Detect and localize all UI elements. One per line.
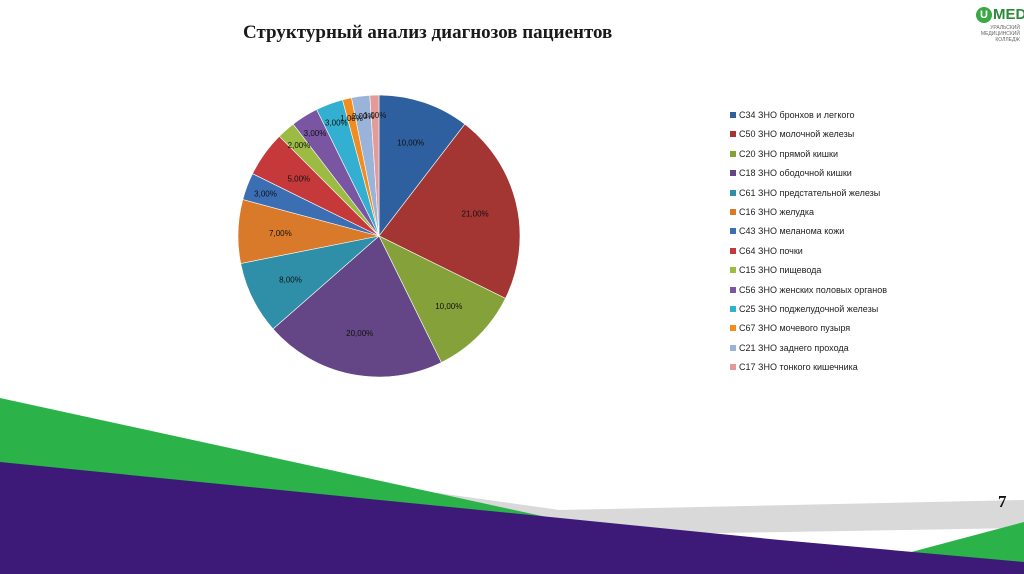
legend-label: C20 ЗНО прямой кишки: [739, 148, 838, 159]
pie-data-label: 3,00%: [304, 129, 327, 138]
pie-data-label: 3,00%: [325, 119, 348, 128]
pie-data-label: 10,00%: [397, 139, 424, 148]
logo-text: MED: [993, 6, 1024, 23]
pie-data-label: 2,00%: [352, 112, 375, 121]
chart-legend: C34 ЗНО бронхов и легкого C50 ЗНО молочно…: [730, 108, 887, 379]
pie-data-label: 3,00%: [254, 189, 277, 198]
legend-item: C25 ЗНО поджелудочной железы: [730, 302, 887, 321]
legend-label: C25 ЗНО поджелудочной железы: [739, 303, 879, 314]
gray-band: [0, 432, 1024, 535]
pie-data-label: 1,00%: [340, 114, 363, 123]
pie-slice: [369, 94, 380, 237]
legend-item: C67 ЗНО мочевого пузыря: [730, 321, 887, 340]
legend-swatch: [730, 131, 736, 138]
legend-swatch: [730, 286, 736, 293]
legend-item: C56 ЗНО женских половых органов: [730, 283, 887, 302]
legend-swatch: [730, 305, 736, 312]
legend-item: C21 ЗНО заднего прохода: [730, 341, 887, 360]
legend-item: C16 ЗНО желудка: [730, 205, 887, 224]
logo-subtitle-line: КОЛЛЕДЖ: [995, 37, 1020, 43]
legend-swatch: [730, 325, 736, 332]
legend-swatch: [730, 344, 736, 351]
legend-item: C15 ЗНО пищевода: [730, 263, 887, 282]
logo-letter: U: [976, 7, 992, 23]
legend-swatch: [730, 267, 736, 274]
legend-label: C21 ЗНО заднего прохода: [739, 342, 849, 353]
pie-data-label: 7,00%: [269, 229, 292, 238]
legend-item: C17 ЗНО тонкого кишечника: [730, 360, 887, 379]
legend-item: C50 ЗНО молочной железы: [730, 127, 887, 146]
pie-slice: [272, 235, 442, 378]
pie-data-label: 21,00%: [462, 210, 489, 219]
pie-data-label: 5,00%: [287, 175, 310, 184]
pie-data-label: 8,00%: [279, 276, 302, 285]
legend-item: C61 ЗНО предстательной железы: [730, 186, 887, 205]
legend-swatch: [730, 364, 736, 371]
legend-label: C17 ЗНО тонкого кишечника: [739, 362, 858, 373]
legend-label: C61 ЗНО предстательной железы: [739, 187, 881, 198]
legend-label: C67 ЗНО мочевого пузыря: [739, 323, 851, 334]
legend-label: C34 ЗНО бронхов и легкого: [739, 110, 855, 120]
legend-label: C64 ЗНО почки: [739, 245, 803, 256]
legend-swatch: [730, 150, 736, 157]
legend-label: C56 ЗНО женских половых органов: [739, 284, 888, 295]
pie-data-label: 20,00%: [346, 329, 373, 338]
logo-subtitle: УРАЛЬСКИЙ МЕДИЦИНСКИЙ КОЛЛЕДЖ: [981, 25, 1020, 43]
legend-swatch: [730, 112, 736, 118]
umed-logo: U MED УРАЛЬСКИЙ МЕДИЦИНСКИЙ КОЛЛЕДЖ: [976, 6, 1024, 52]
legend-label: C18 ЗНО ободочной кишки: [739, 168, 852, 179]
legend-item: C20 ЗНО прямой кишки: [730, 147, 887, 166]
logo-mark: U MED: [976, 6, 1024, 23]
pie-data-label: 2,00%: [288, 141, 311, 150]
slide-title: Структурный анализ диагнозов пациентов: [243, 22, 613, 43]
pie-slice: [378, 123, 521, 299]
pie-data-label: 10,00%: [435, 302, 462, 311]
legend-swatch: [730, 228, 736, 235]
logo-subtitle-line: МЕДИЦИНСКИЙ: [980, 31, 1020, 37]
legend-label: C50 ЗНО молочной железы: [739, 129, 855, 140]
pie-data-label: 1,00%: [364, 111, 387, 120]
legend-label: C15 ЗНО пищевода: [739, 265, 822, 276]
legend-item: C18 ЗНО ободочной кишки: [730, 166, 887, 185]
page-number: 7: [998, 492, 1007, 511]
legend-swatch: [730, 208, 736, 215]
legend-label: C43 ЗНО меланома кожи: [739, 226, 845, 237]
legend-item: C34 ЗНО бронхов и легкого: [730, 108, 887, 127]
pie-slice: [378, 235, 506, 363]
pie-slice: [378, 94, 466, 237]
legend-item: C64 ЗНО почки: [730, 244, 887, 263]
legend-label: C16 ЗНО желудка: [739, 206, 815, 217]
legend-swatch: [730, 170, 736, 177]
logo-subtitle-line: УРАЛЬСКИЙ: [990, 25, 1020, 31]
legend-swatch: [730, 247, 736, 254]
legend-item: C43 ЗНО меланома кожи: [730, 224, 887, 243]
purple-band: [0, 462, 1024, 574]
legend-swatch: [730, 189, 736, 196]
